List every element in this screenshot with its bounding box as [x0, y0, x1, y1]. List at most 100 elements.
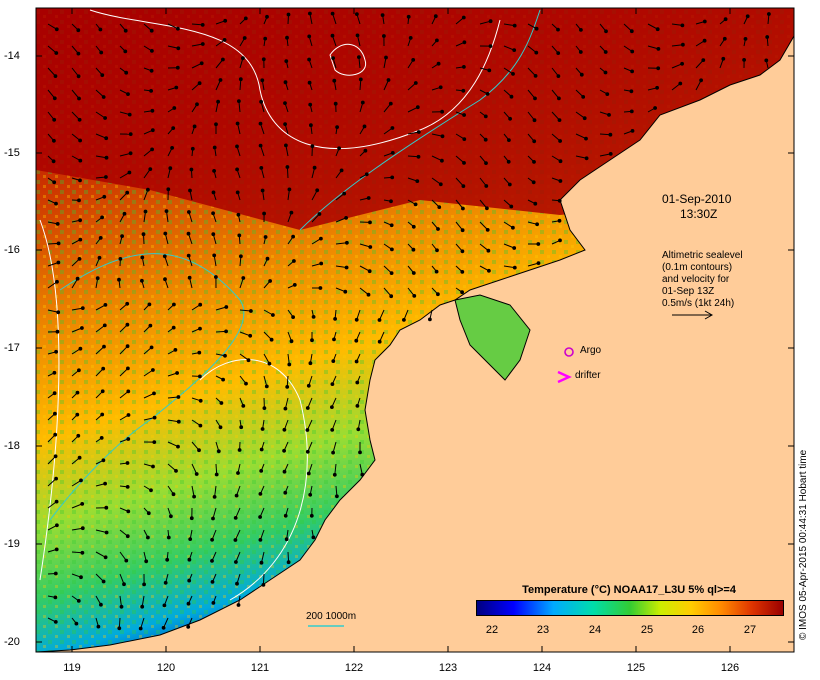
velocity-arrow-head — [630, 49, 635, 54]
velocity-arrow-head — [235, 121, 240, 126]
axis-ticks — [36, 8, 794, 652]
velocity-arrow-head — [75, 276, 80, 281]
velocity-arrow-head — [54, 27, 59, 32]
velocity-arrow-head — [75, 412, 80, 417]
velocity-arrow-head — [389, 199, 393, 204]
velocity-arrow-head — [224, 305, 229, 309]
velocity-arrow-head — [305, 449, 310, 454]
velocity-arrow-head — [258, 121, 263, 126]
velocity-arrow-head — [148, 323, 153, 328]
velocity-arrow-head — [360, 472, 365, 477]
velocity-arrow-head — [283, 122, 288, 126]
bathy-200m — [299, 9, 541, 231]
velocity-arrow-head — [258, 492, 263, 496]
velocity-arrow-head — [413, 202, 418, 207]
velocity-arrow-head — [655, 27, 660, 32]
velocity-arrow-head — [330, 33, 335, 38]
velocity-arrow-head — [163, 580, 168, 585]
velocity-arrow-head — [212, 169, 217, 173]
colorbar-tick-label: 23 — [536, 624, 550, 636]
velocity-arrow-head — [509, 204, 514, 209]
velocity-arrow-head — [536, 242, 541, 246]
velocity-arrow-head — [239, 425, 244, 430]
velocity-arrow-head — [174, 469, 178, 473]
velocity-arrow-head — [163, 277, 167, 282]
velocity-arrow-head — [603, 70, 608, 75]
velocity-arrow-head — [488, 44, 493, 48]
velocity-arrow-head — [235, 167, 240, 172]
velocity-arrow-head — [354, 317, 359, 322]
velocity-arrow-head — [211, 190, 216, 195]
velocity-arrow-head — [377, 339, 382, 344]
velocity-arrow-head — [436, 61, 441, 66]
velocity-arrow-head — [190, 146, 195, 151]
velocity-arrow-head — [345, 240, 349, 245]
velocity-arrow-head — [434, 269, 439, 274]
velocity-arrow-head — [406, 14, 411, 19]
velocity-arrow-head — [461, 184, 466, 189]
velocity-arrow-head — [235, 581, 239, 586]
velocity-arrow-head — [307, 57, 312, 62]
velocity-arrow-head — [152, 391, 156, 396]
velocity-arrow-head — [461, 15, 466, 20]
velocity-arrow-head — [53, 432, 58, 437]
velocity-arrow-head — [77, 368, 81, 373]
velocity-arrow-head — [186, 625, 191, 629]
velocity-arrow-head — [100, 215, 104, 220]
velocity-arrow-head — [307, 80, 312, 85]
velocity-arrow-head — [152, 440, 157, 445]
velocity-arrow-head — [141, 232, 146, 237]
velocity-arrow-head — [126, 92, 130, 96]
velocity-arrow-head — [149, 345, 154, 350]
velocity-arrow-head — [126, 437, 131, 441]
velocity-arrow-head — [607, 113, 611, 117]
velocity-arrow-head — [235, 190, 240, 195]
velocity-arrow-head — [170, 146, 175, 150]
velocity-arrow-head — [237, 448, 242, 452]
velocity-arrow-head — [512, 23, 517, 28]
velocity-arrow-head — [125, 534, 130, 539]
velocity-arrow-head — [310, 338, 314, 343]
velocity-arrow-head — [258, 143, 263, 148]
velocity-arrow-head — [161, 625, 166, 630]
velocity-arrow-head — [244, 381, 248, 386]
velocity-arrow-head — [311, 535, 316, 540]
velocity-arrow-head — [282, 448, 287, 453]
velocity-arrow-head — [56, 310, 61, 315]
velocity-arrow-head — [175, 65, 180, 70]
velocity-arrow-head — [242, 36, 247, 40]
velocity-arrow-head — [77, 96, 81, 101]
velocity-arrow-head — [531, 180, 536, 185]
velocity-arrow-head — [309, 513, 314, 518]
velocity-arrow-head — [236, 212, 241, 217]
velocity-arrow-head — [236, 471, 240, 475]
velocity-arrow-head — [764, 58, 769, 63]
lon-tick-label: 119 — [63, 662, 81, 674]
velocity-arrow-head — [75, 390, 80, 395]
velocity-arrow-head — [436, 227, 440, 231]
velocity-arrow-head — [246, 358, 251, 363]
velocity-arrow-head — [194, 472, 199, 476]
velocity-arrow-head — [221, 57, 225, 62]
velocity-arrow-head — [435, 248, 439, 253]
velocity-arrow-head — [363, 148, 368, 153]
bathy-1000m — [49, 253, 245, 521]
velocity-arrow-head — [125, 190, 130, 195]
velocity-arrow-head — [192, 124, 197, 129]
velocity-arrow-head — [127, 170, 132, 175]
lat-tick-label: -14 — [4, 50, 20, 62]
velocity-arrow-head — [508, 116, 513, 121]
velocity-arrow-head — [630, 69, 634, 74]
velocity-arrow-head — [285, 165, 290, 169]
velocity-arrow-head — [656, 66, 661, 71]
lat-tick-label: -20 — [4, 636, 20, 648]
velocity-arrow-head — [702, 38, 707, 43]
velocity-arrow-head — [512, 48, 517, 52]
velocity-arrow-head — [99, 602, 103, 607]
velocity-arrow-head — [285, 35, 289, 40]
velocity-arrow-head — [368, 245, 373, 249]
velocity-arrow-head — [221, 377, 226, 382]
velocity-arrow-head — [484, 161, 488, 166]
velocity-arrow-head — [742, 58, 746, 62]
velocity-arrow-head — [78, 237, 83, 242]
